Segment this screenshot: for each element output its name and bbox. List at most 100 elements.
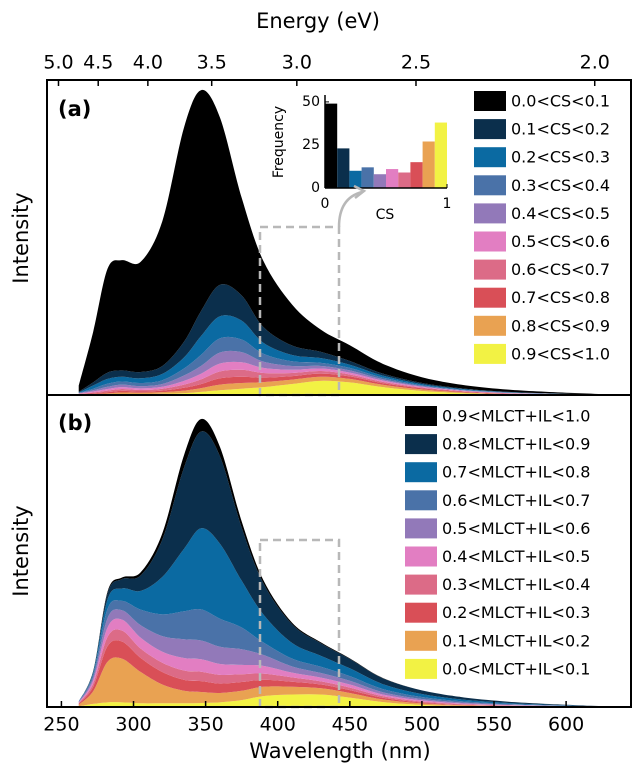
legend-swatch	[405, 462, 437, 483]
inset: 0 25 50 0 1	[302, 94, 451, 212]
x2-tick-label: 5.0	[43, 52, 73, 74]
zoom-box-b	[258, 538, 341, 709]
x-tick-label: 250	[43, 714, 79, 736]
legend-swatch	[405, 602, 437, 623]
x-tick-label: 500	[404, 714, 440, 736]
legend-swatch	[405, 490, 437, 511]
y-axis-label: Intensity	[9, 505, 33, 596]
hist-bar	[398, 172, 411, 188]
legend-label: 0.4<CS<0.5	[511, 204, 610, 223]
hist-bar	[410, 162, 423, 188]
frame-b	[46, 394, 632, 708]
area	[78, 369, 624, 395]
x2-axis-label: Energy (eV)	[256, 9, 380, 33]
legend-swatch	[474, 287, 506, 308]
legend-label: 0.7<CS<0.8	[511, 288, 610, 307]
legend-swatch	[405, 518, 437, 539]
area	[78, 376, 624, 395]
inset-y-tick-label: 50	[302, 94, 320, 110]
legend-label: 0.3<MLCT+IL<0.4	[442, 575, 590, 594]
x-tick-label: 600	[548, 714, 584, 736]
hist-bar	[349, 170, 362, 188]
x2-tick-label: 4.5	[83, 52, 113, 74]
legend-swatch	[474, 259, 506, 280]
area	[78, 284, 624, 395]
area	[78, 336, 624, 395]
legend-label: 0.9<CS<1.0	[511, 344, 610, 363]
stacked-areas	[78, 418, 624, 707]
zoom-arrow	[337, 190, 363, 228]
legend-label: 0.8<MLCT+IL<0.9	[442, 435, 590, 454]
legend-swatch	[405, 546, 437, 567]
inset-y-label: Frequency	[271, 106, 287, 178]
area	[78, 694, 624, 707]
legend-swatch	[474, 231, 506, 252]
area	[78, 89, 624, 395]
legend-swatch	[474, 147, 506, 168]
legend-swatch	[405, 406, 437, 426]
inset-y-tick-label: 25	[302, 137, 320, 153]
legend-label: 0.5<CS<0.6	[511, 232, 610, 251]
hist-bar	[386, 169, 399, 188]
area	[78, 380, 624, 395]
area	[78, 657, 624, 707]
y-axis-label: Intensity	[9, 192, 33, 283]
legend-label: 0.2<MLCT+IL<0.3	[442, 603, 590, 622]
legend-label: 0.9<MLCT+IL<1.0	[442, 407, 590, 426]
x-tick-label: 300	[115, 714, 151, 736]
legend-label: 0.8<CS<0.9	[511, 316, 610, 335]
legend-label: 0.6<MLCT+IL<0.7	[442, 491, 590, 510]
legend-label: 0.4<MLCT+IL<0.5	[442, 547, 590, 566]
hist-bar	[361, 167, 374, 188]
legend-swatch	[405, 630, 437, 651]
area	[78, 315, 624, 395]
legend-label: 0.3<CS<0.4	[511, 176, 610, 195]
area	[78, 528, 624, 707]
inset-x-tick-label: 1	[443, 196, 452, 212]
legend-swatch	[405, 434, 437, 455]
panel-label: (b)	[58, 411, 92, 435]
inset-x-label: CS	[376, 207, 395, 223]
legend-swatch	[474, 203, 506, 224]
legend-label: 0.2<CS<0.3	[511, 148, 610, 167]
hist-bar	[373, 174, 386, 188]
area	[78, 361, 624, 395]
x-tick-label: 450	[332, 714, 368, 736]
legend-label: 0.7<MLCT+IL<0.8	[442, 463, 590, 482]
plots: 0.0<CS<0.1 0.1<CS<0.2 0.2<CS<0.3 0.3<CS<0.4…	[43, 52, 624, 736]
area	[78, 431, 624, 707]
legend-label: 0.0<CS<0.1	[511, 92, 610, 111]
legend-swatch	[474, 119, 506, 140]
x-tick-label: 350	[187, 714, 223, 736]
legend-swatch	[474, 91, 506, 111]
legend-swatch	[474, 343, 506, 364]
x-tick-label: 400	[260, 714, 296, 736]
x2-tick-label: 3.0	[282, 52, 312, 74]
legend-label: 0.1<MLCT+IL<0.2	[442, 631, 590, 650]
legend-label: 0.5<MLCT+IL<0.6	[442, 519, 590, 538]
legend-swatch	[474, 315, 506, 336]
area	[78, 350, 624, 395]
panel-label: (a)	[58, 97, 91, 121]
area	[78, 600, 624, 707]
area	[78, 609, 624, 707]
legend-label: 0.1<CS<0.2	[511, 120, 610, 139]
legend-swatch	[405, 574, 437, 595]
legend-swatch	[474, 175, 506, 196]
area	[78, 373, 624, 395]
hist-bar	[337, 148, 350, 188]
hist-bar	[325, 103, 338, 188]
inset-x-tick-label: 0	[321, 196, 330, 212]
x2-tick-label: 3.5	[197, 52, 227, 74]
hist-bar	[422, 141, 435, 188]
x2-tick-label: 4.0	[133, 52, 163, 74]
inset-y-tick-label: 0	[311, 180, 320, 196]
x-axis-label: Wavelength (nm)	[249, 739, 430, 763]
legend-label: 0.0<MLCT+IL<0.1	[442, 659, 590, 678]
x2-tick-label: 2.5	[401, 52, 431, 74]
area	[78, 618, 624, 707]
hist-bar	[434, 122, 447, 188]
area	[78, 640, 624, 707]
zoom-arrowhead	[353, 184, 367, 199]
